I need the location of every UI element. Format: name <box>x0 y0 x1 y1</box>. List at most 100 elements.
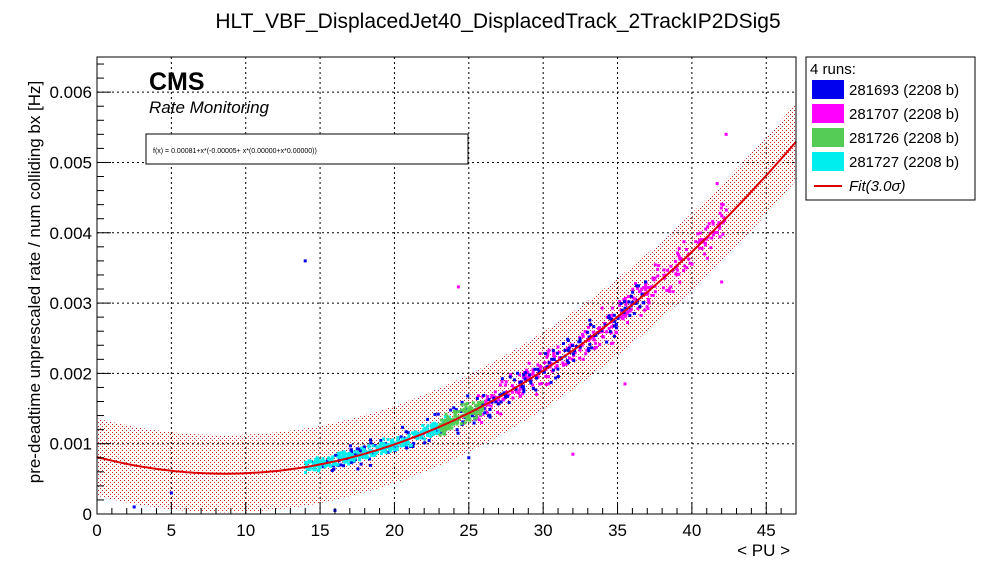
data-point <box>500 377 504 381</box>
data-point <box>448 423 452 427</box>
data-point <box>574 345 578 349</box>
data-point <box>521 376 525 380</box>
data-point <box>316 457 320 461</box>
data-point <box>712 233 716 237</box>
data-point <box>626 310 630 314</box>
data-point <box>362 447 366 451</box>
data-point <box>610 318 614 322</box>
data-point <box>637 290 641 294</box>
data-point <box>462 407 466 411</box>
data-point <box>703 241 707 245</box>
data-point <box>528 378 532 382</box>
data-point <box>455 415 459 419</box>
x-tick-label: 0 <box>92 521 101 540</box>
data-point <box>649 285 653 289</box>
data-point <box>334 453 338 457</box>
data-point <box>371 444 375 448</box>
data-point <box>433 421 437 425</box>
data-point <box>308 466 312 470</box>
x-tick-label: 40 <box>682 521 701 540</box>
data-point <box>667 287 671 291</box>
data-point <box>425 417 429 421</box>
data-point <box>487 398 491 402</box>
data-point <box>538 368 542 372</box>
data-point <box>565 347 569 351</box>
data-point <box>465 402 469 406</box>
data-point <box>586 330 590 334</box>
data-point <box>645 292 649 296</box>
data-point <box>390 442 394 446</box>
data-point <box>318 465 322 469</box>
data-point <box>594 341 598 345</box>
data-point <box>419 436 423 440</box>
data-point <box>326 462 330 466</box>
data-point <box>644 280 648 284</box>
data-point <box>544 374 548 378</box>
data-point <box>535 392 539 396</box>
data-point <box>546 350 550 354</box>
data-point <box>701 240 705 244</box>
data-point <box>624 314 628 318</box>
data-point <box>643 308 647 312</box>
data-point <box>626 295 630 299</box>
x-tick-label: 10 <box>236 521 255 540</box>
data-point <box>395 443 399 447</box>
data-point <box>488 407 492 411</box>
data-point <box>678 280 682 284</box>
data-point <box>603 323 607 327</box>
data-point <box>482 393 486 397</box>
data-point <box>518 373 522 377</box>
data-point <box>623 300 627 304</box>
data-point <box>355 447 359 451</box>
data-point <box>314 460 318 464</box>
data-point <box>646 307 650 311</box>
legend-swatch <box>812 104 844 123</box>
data-point <box>452 409 456 413</box>
data-point-outlier <box>571 452 575 456</box>
data-point <box>389 446 393 450</box>
data-point <box>339 451 343 455</box>
data-point <box>457 410 461 414</box>
y-tick-label: 0.002 <box>49 364 92 383</box>
data-point <box>479 412 483 416</box>
data-point <box>334 462 338 466</box>
data-point <box>502 391 506 395</box>
data-point <box>460 400 464 404</box>
data-point <box>628 313 632 317</box>
data-point <box>339 463 343 467</box>
data-point <box>474 403 478 407</box>
data-point <box>602 335 606 339</box>
data-point <box>332 467 336 471</box>
data-point <box>561 363 565 367</box>
data-point <box>498 383 502 387</box>
data-point <box>624 296 628 300</box>
data-point <box>376 447 380 451</box>
data-point <box>592 338 596 342</box>
data-point <box>440 426 444 430</box>
data-point <box>557 350 561 354</box>
data-point <box>478 410 482 414</box>
data-point <box>369 438 373 442</box>
data-point <box>452 421 456 425</box>
data-point <box>373 451 377 455</box>
data-point <box>566 337 570 341</box>
legend: 4 runs: 281693 (2208 b) 281707 (2208 b) 28… <box>805 56 976 201</box>
data-point <box>470 414 474 418</box>
data-point <box>646 297 650 301</box>
data-point <box>512 378 516 382</box>
data-point <box>449 408 453 412</box>
data-point <box>438 433 442 437</box>
data-point <box>463 421 467 425</box>
data-point <box>531 367 535 371</box>
data-point <box>661 286 665 290</box>
data-point <box>600 306 604 310</box>
data-point <box>586 325 590 329</box>
fit-formula-box <box>145 133 469 165</box>
data-point <box>572 354 576 358</box>
data-point <box>568 356 572 360</box>
data-point <box>621 313 625 317</box>
data-point <box>675 251 679 255</box>
data-point <box>407 436 411 440</box>
data-point <box>509 373 513 377</box>
data-point <box>591 336 595 340</box>
